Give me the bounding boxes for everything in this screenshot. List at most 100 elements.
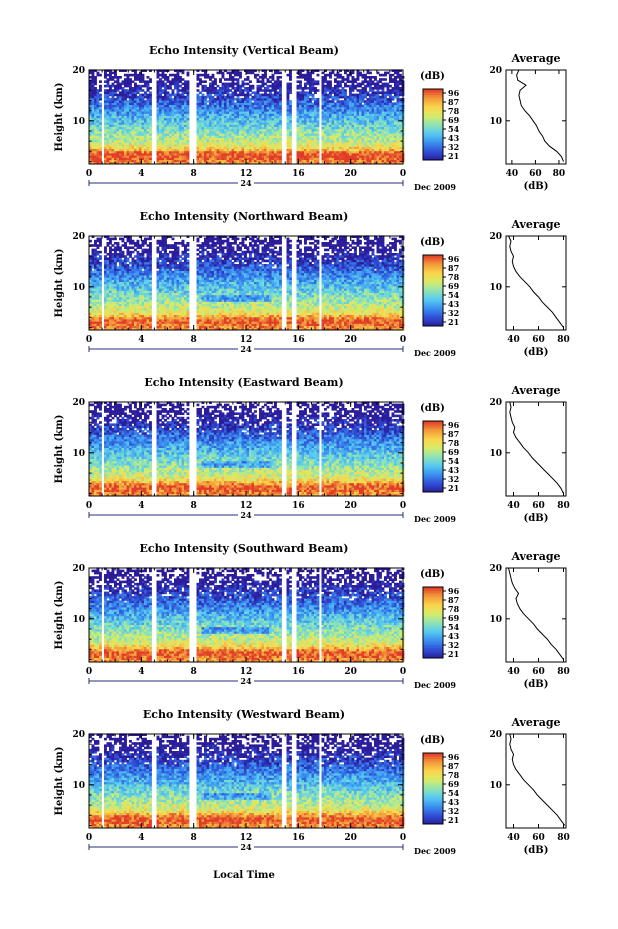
heatmap-cell (386, 146, 390, 149)
heatmap-cell (331, 137, 335, 141)
heatmap-cell (121, 157, 125, 160)
heatmap-cell (236, 142, 240, 145)
heatmap-cell (111, 146, 115, 149)
heatmap-cell (174, 155, 177, 158)
heatmap-cell (326, 159, 330, 163)
heatmap-cell (314, 98, 317, 101)
heatmap-cell (196, 89, 200, 92)
heatmap-cell (269, 84, 272, 88)
heatmap-cell (204, 144, 207, 147)
heatmap-cell (349, 153, 352, 156)
heatmap-cell (371, 135, 375, 138)
heatmap-cell (234, 142, 237, 145)
heatmap-cell (279, 146, 282, 149)
heatmap-cell (124, 146, 127, 149)
heatmap-cell (366, 131, 370, 134)
heatmap-cell (221, 133, 225, 136)
heatmap-cell (244, 157, 247, 160)
heatmap-cell (224, 159, 227, 163)
heatmap-cell (141, 146, 145, 149)
heatmap-cell (94, 131, 97, 134)
heatmap-cell (174, 142, 177, 145)
heatmap-cell (384, 142, 387, 145)
heatmap-cell (374, 76, 377, 79)
heatmap-cell (134, 148, 137, 152)
heatmap-cell (309, 144, 312, 147)
heatmap-cell (351, 157, 355, 160)
heatmap-cell (224, 135, 227, 138)
heatmap-cell (384, 82, 387, 86)
heatmap-cell (259, 84, 262, 88)
heatmap-cell (361, 150, 365, 154)
heatmap-cell (179, 76, 182, 79)
heatmap-cell (149, 78, 152, 81)
heatmap-cell (174, 161, 177, 165)
heatmap-cell (214, 133, 217, 136)
heatmap-cell (176, 144, 180, 147)
heatmap-cell (389, 139, 392, 143)
heatmap-cell (391, 157, 395, 160)
heatmap-cell (376, 135, 380, 138)
heatmap-cell (389, 155, 392, 158)
heatmap-cell (334, 142, 337, 145)
heatmap-cell (316, 135, 320, 138)
heatmap-cell (384, 71, 387, 75)
heatmap-cell (181, 131, 185, 134)
heatmap-cell (186, 142, 190, 145)
heatmap-cell (331, 87, 335, 90)
heatmap-cell (259, 161, 262, 165)
heatmap-cell (209, 142, 212, 145)
heatmap-cell (364, 133, 367, 136)
heatmap-cell (344, 135, 347, 138)
heatmap-cell (279, 76, 282, 79)
heatmap-cell (111, 82, 115, 86)
heatmap-cell (176, 153, 180, 156)
heatmap-cell (259, 93, 262, 97)
heatmap-cell (336, 157, 340, 160)
heatmap-cell (126, 153, 130, 156)
heatmap-cell (149, 137, 152, 141)
heatmap-cell (131, 148, 135, 152)
heatmap-cell (196, 157, 200, 160)
heatmap-cell (366, 91, 370, 94)
heatmap-cell (104, 89, 107, 92)
heatmap-cell (224, 157, 227, 160)
heatmap-cell (391, 144, 395, 147)
heatmap-cell (329, 71, 332, 75)
heatmap-cell (304, 144, 307, 147)
heatmap-cell (361, 73, 365, 77)
heatmap-cell (211, 155, 215, 158)
heatmap-cell (109, 148, 112, 152)
heatmap-cell (196, 73, 200, 77)
heatmap-cell (104, 137, 107, 141)
heatmap-cell (99, 80, 102, 83)
heatmap-cell (341, 159, 345, 163)
heatmap-cell (386, 98, 390, 101)
heatmap-cell (146, 144, 150, 147)
heatmap-cell (381, 131, 385, 134)
heatmap-cell (149, 159, 152, 163)
heatmap-cell (384, 157, 387, 160)
heatmap-cell (199, 78, 202, 81)
heatmap-cell (304, 137, 307, 141)
heatmap-cell (179, 139, 182, 143)
heatmap-cell (326, 93, 330, 97)
heatmap-cell (244, 153, 247, 156)
heatmap-cell (239, 139, 242, 143)
heatmap-cell (214, 150, 217, 154)
heatmap-cell (276, 133, 280, 136)
heatmap-cell (91, 157, 95, 160)
heatmap-cell (156, 133, 160, 136)
heatmap-cell (174, 137, 177, 141)
heatmap-cell (229, 161, 232, 165)
heatmap-cell (359, 131, 362, 134)
heatmap-cell (179, 89, 182, 92)
heatmap-cell (301, 133, 305, 136)
heatmap-cell (309, 159, 312, 163)
heatmap-cell (339, 144, 342, 147)
heatmap-cell (379, 91, 382, 94)
heatmap-cell (239, 159, 242, 163)
heatmap-cell (106, 159, 110, 163)
heatmap-cell (139, 157, 142, 160)
heatmap-cell (146, 148, 150, 152)
